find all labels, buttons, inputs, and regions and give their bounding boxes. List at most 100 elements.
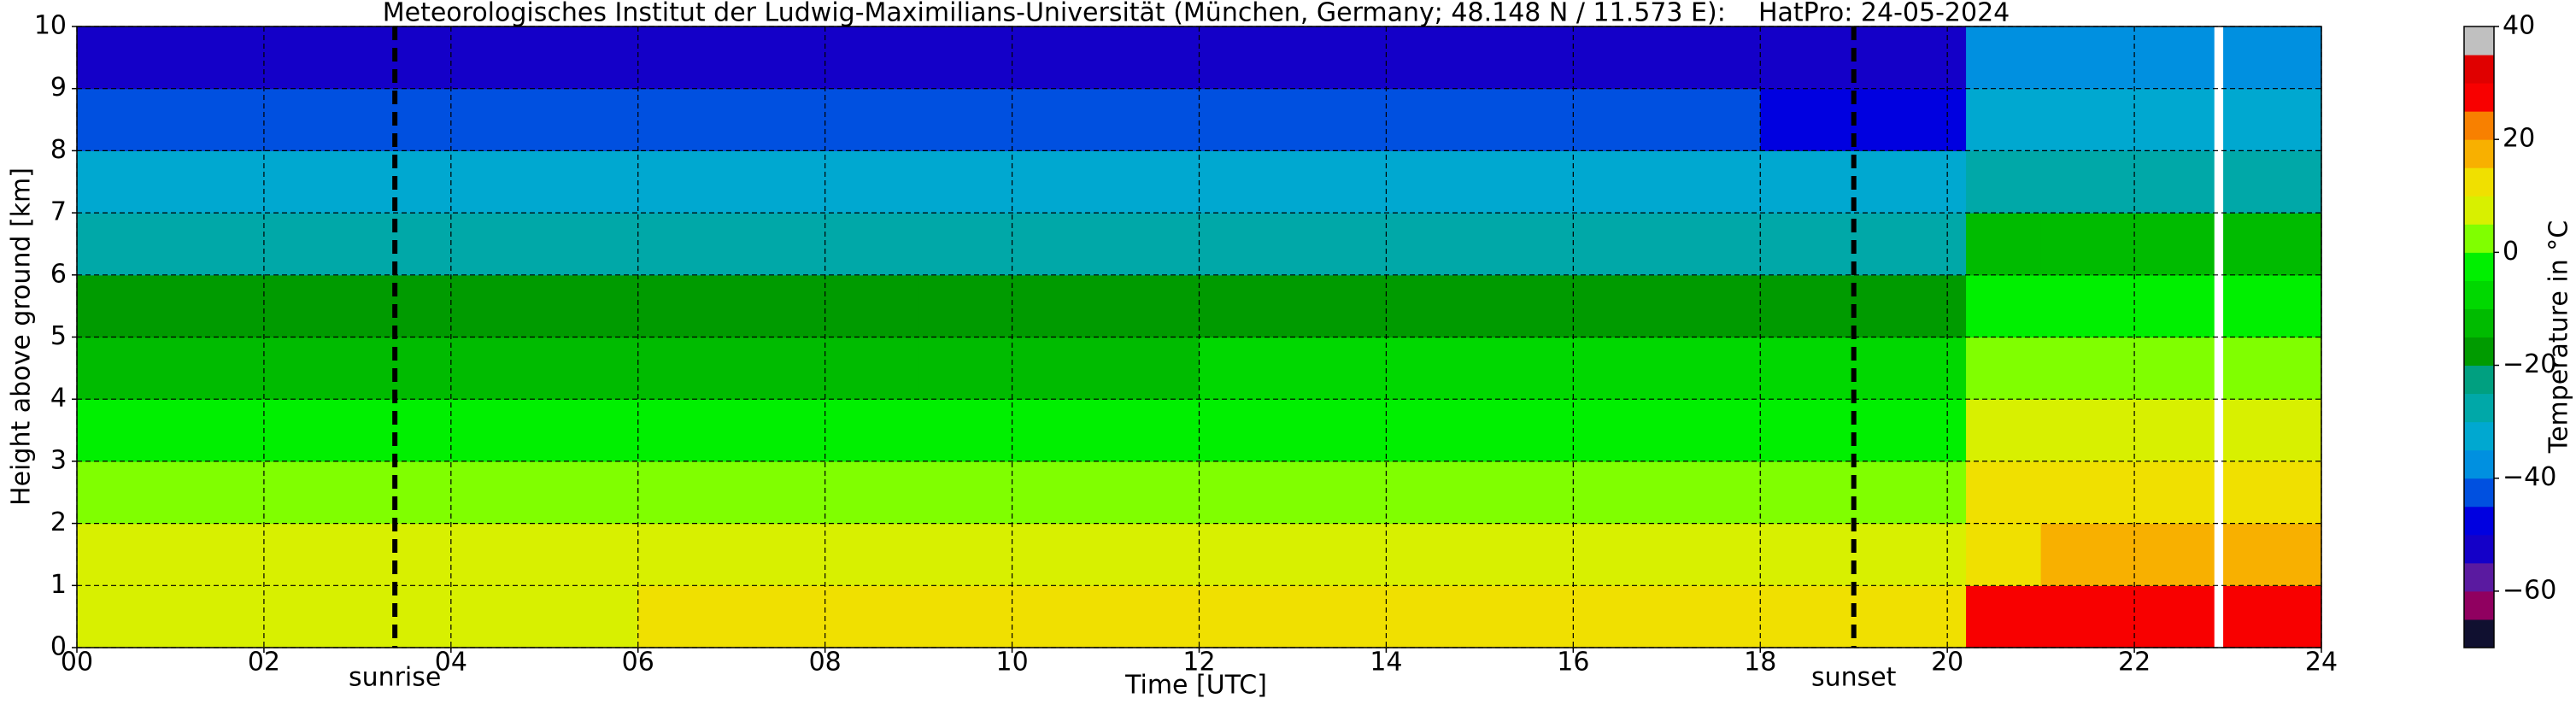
- heatmap-cell: [1199, 26, 1481, 90]
- heatmap-cell: [637, 26, 919, 90]
- y-tick-label: 8: [50, 135, 67, 165]
- colorbar-swatch: [2464, 280, 2494, 309]
- colorbar-tick-label: −40: [2503, 462, 2556, 492]
- heatmap-cell: [1479, 399, 1761, 462]
- x-tick-label: 16: [1557, 648, 1589, 678]
- colorbar-swatch: [2464, 421, 2494, 451]
- heatmap-cell: [637, 274, 919, 338]
- heatmap-cell: [77, 461, 358, 525]
- heatmap-cell: [1966, 150, 2042, 214]
- heatmap-cell: [2040, 150, 2135, 214]
- heatmap-cell: [2040, 26, 2135, 90]
- y-tick-label: 7: [50, 197, 67, 227]
- heatmap-cell: [637, 461, 919, 525]
- heatmap-cell: [357, 274, 639, 338]
- heatmap-cell: [357, 26, 639, 90]
- x-tick-label: 14: [1370, 648, 1402, 678]
- heatmap-cell: [1479, 523, 1761, 586]
- colorbar-swatch: [2464, 308, 2494, 337]
- heatmap-cell: [1199, 88, 1481, 151]
- heatmap-cell: [637, 213, 919, 276]
- x-tick-label: 06: [622, 648, 654, 678]
- heatmap-cell: [1760, 274, 1967, 338]
- colorbar-swatch: [2464, 252, 2494, 281]
- heatmap-cell: [2040, 523, 2135, 586]
- heatmap-cell: [918, 337, 1200, 400]
- heatmap-cell: [918, 399, 1200, 462]
- x-tick-label: 20: [1931, 648, 1963, 678]
- heatmap-cell: [1199, 150, 1481, 214]
- heatmap-cell: [1479, 274, 1761, 338]
- heatmap-cell: [1479, 26, 1761, 90]
- heatmap-cell: [1199, 399, 1481, 462]
- heatmap-cell: [2223, 337, 2322, 400]
- heatmap-cell: [1966, 399, 2042, 462]
- y-tick-label: 2: [50, 507, 67, 537]
- colorbar-tick-label: 20: [2503, 124, 2535, 154]
- heatmap-cell: [1479, 150, 1761, 214]
- colorbar-tick-label: −60: [2503, 575, 2556, 605]
- x-tick-label: 12: [1182, 648, 1215, 678]
- heatmap-cell: [1479, 461, 1761, 525]
- y-tick-label: 3: [50, 445, 67, 475]
- heatmap-cell: [2134, 88, 2215, 151]
- heatmap-cell: [77, 26, 358, 90]
- heatmap-cell: [637, 399, 919, 462]
- colorbar-swatch: [2464, 224, 2494, 253]
- heatmap-cell: [1966, 585, 2042, 648]
- heatmap-cell: [918, 26, 1200, 90]
- heatmap-cell: [77, 150, 358, 214]
- heatmap-cell: [1966, 88, 2042, 151]
- colorbar-tick-label: 0: [2503, 237, 2519, 267]
- x-tick-label: 02: [248, 648, 280, 678]
- heatmap-cell: [1479, 213, 1761, 276]
- heatmap-cell: [1199, 461, 1481, 525]
- heatmap-cell: [918, 88, 1200, 151]
- heatmap-cell: [918, 150, 1200, 214]
- heatmap-cell: [1760, 399, 1967, 462]
- plot-frame: [76, 26, 2322, 648]
- heatmap-cell: [1760, 88, 1967, 151]
- heatmap-cell: [2134, 461, 2215, 525]
- heatmap-cell: [2223, 461, 2322, 525]
- x-axis-label: Time [UTC]: [1124, 671, 1267, 701]
- heatmap-cell: [2134, 399, 2215, 462]
- colorbar-swatch: [2464, 506, 2494, 536]
- colorbar-swatch: [2464, 449, 2494, 479]
- heatmap-cell: [2223, 26, 2322, 90]
- heatmap-cell: [1479, 337, 1761, 400]
- heatmap-cell: [2040, 461, 2135, 525]
- colorbar-tick-label: 40: [2503, 11, 2535, 41]
- heatmap-cell: [1760, 585, 1967, 648]
- colorbar-swatch: [2464, 393, 2494, 423]
- heatmap-cell: [918, 585, 1200, 648]
- heatmap-cell: [2040, 585, 2135, 648]
- heatmap-cell: [637, 523, 919, 586]
- heatmap-cell: [2223, 585, 2322, 648]
- heatmap-cell: [1760, 461, 1967, 525]
- y-tick-label: 9: [50, 73, 67, 103]
- colorbar-swatch: [2464, 478, 2494, 507]
- heatmap-cell: [1760, 26, 1967, 90]
- y-tick-label: 0: [50, 632, 67, 662]
- y-tick-label: 6: [50, 259, 67, 289]
- heatmap-cell: [1966, 274, 2042, 338]
- colorbar-tick-label: −20: [2503, 349, 2556, 379]
- heatmap-cell: [2040, 213, 2135, 276]
- heatmap-cell: [357, 337, 639, 400]
- heatmap-cell: [357, 88, 639, 151]
- heatmap-cell: [1966, 337, 2042, 400]
- colorbar-swatch: [2464, 26, 2494, 56]
- heatmap-cell: [1199, 523, 1481, 586]
- colorbar-swatch: [2464, 337, 2494, 367]
- heatmap-cell: [1479, 585, 1761, 648]
- heatmap-cell: [357, 213, 639, 276]
- heatmap-cell: [2223, 274, 2322, 338]
- colorbar-swatch: [2464, 562, 2494, 592]
- heatmap-cell: [2223, 399, 2322, 462]
- heatmap-cell: [918, 461, 1200, 525]
- chart-title: Meteorologisches Institut der Ludwig-Max…: [383, 0, 2010, 28]
- heatmap-cell: [2040, 88, 2135, 151]
- heatmap-cell: [637, 150, 919, 214]
- colorbar-swatch: [2464, 590, 2494, 620]
